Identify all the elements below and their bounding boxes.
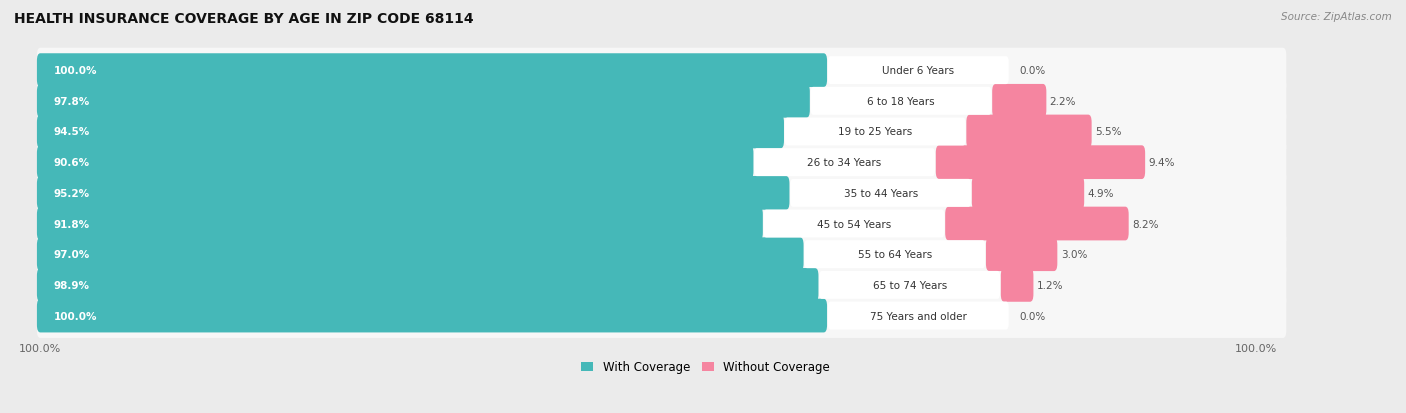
FancyBboxPatch shape (37, 146, 754, 180)
FancyBboxPatch shape (37, 54, 827, 88)
FancyBboxPatch shape (37, 238, 804, 271)
Text: 75 Years and older: 75 Years and older (870, 311, 967, 321)
Text: 95.2%: 95.2% (53, 188, 90, 198)
Text: 6 to 18 Years: 6 to 18 Years (868, 97, 935, 107)
Legend: With Coverage, Without Coverage: With Coverage, Without Coverage (581, 361, 830, 374)
FancyBboxPatch shape (37, 176, 790, 210)
FancyBboxPatch shape (810, 88, 991, 116)
FancyBboxPatch shape (37, 207, 763, 241)
FancyBboxPatch shape (945, 207, 1129, 241)
FancyBboxPatch shape (37, 140, 1286, 185)
FancyBboxPatch shape (37, 171, 1286, 216)
Text: 26 to 34 Years: 26 to 34 Years (807, 158, 882, 168)
Text: 9.4%: 9.4% (1149, 158, 1175, 168)
Text: 65 to 74 Years: 65 to 74 Years (873, 280, 946, 290)
Text: 91.8%: 91.8% (53, 219, 90, 229)
Text: 3.0%: 3.0% (1060, 249, 1087, 260)
FancyBboxPatch shape (763, 210, 945, 238)
Text: 5.5%: 5.5% (1095, 127, 1122, 137)
FancyBboxPatch shape (986, 238, 1057, 271)
FancyBboxPatch shape (936, 146, 1144, 180)
FancyBboxPatch shape (37, 299, 827, 332)
FancyBboxPatch shape (966, 115, 1091, 149)
Text: 97.8%: 97.8% (53, 97, 90, 107)
FancyBboxPatch shape (993, 85, 1046, 119)
Text: 55 to 64 Years: 55 to 64 Years (858, 249, 932, 260)
Text: 35 to 44 Years: 35 to 44 Years (844, 188, 918, 198)
FancyBboxPatch shape (37, 232, 1286, 277)
FancyBboxPatch shape (37, 115, 785, 149)
Text: 45 to 54 Years: 45 to 54 Years (817, 219, 891, 229)
Text: Under 6 Years: Under 6 Years (882, 66, 955, 76)
FancyBboxPatch shape (37, 79, 1286, 124)
Text: 100.0%: 100.0% (53, 311, 97, 321)
FancyBboxPatch shape (37, 294, 1286, 338)
FancyBboxPatch shape (37, 263, 1286, 308)
Text: 19 to 25 Years: 19 to 25 Years (838, 127, 912, 137)
Text: 0.0%: 0.0% (1019, 66, 1046, 76)
Text: 0.0%: 0.0% (1019, 311, 1046, 321)
Text: 2.2%: 2.2% (1050, 97, 1076, 107)
Text: 1.2%: 1.2% (1036, 280, 1063, 290)
FancyBboxPatch shape (972, 176, 1084, 210)
Text: 94.5%: 94.5% (53, 127, 90, 137)
Text: 90.6%: 90.6% (53, 158, 90, 168)
FancyBboxPatch shape (790, 180, 972, 207)
Text: 4.9%: 4.9% (1088, 188, 1114, 198)
FancyBboxPatch shape (1001, 268, 1033, 302)
FancyBboxPatch shape (37, 49, 1286, 93)
FancyBboxPatch shape (820, 271, 1000, 299)
FancyBboxPatch shape (754, 149, 935, 177)
Text: HEALTH INSURANCE COVERAGE BY AGE IN ZIP CODE 68114: HEALTH INSURANCE COVERAGE BY AGE IN ZIP … (14, 12, 474, 26)
FancyBboxPatch shape (785, 118, 966, 146)
FancyBboxPatch shape (828, 302, 1008, 330)
Text: 100.0%: 100.0% (53, 66, 97, 76)
FancyBboxPatch shape (37, 202, 1286, 246)
Text: Source: ZipAtlas.com: Source: ZipAtlas.com (1281, 12, 1392, 22)
FancyBboxPatch shape (37, 85, 810, 119)
Text: 98.9%: 98.9% (53, 280, 90, 290)
FancyBboxPatch shape (804, 241, 986, 268)
FancyBboxPatch shape (37, 268, 818, 302)
FancyBboxPatch shape (37, 110, 1286, 154)
Text: 97.0%: 97.0% (53, 249, 90, 260)
Text: 8.2%: 8.2% (1132, 219, 1159, 229)
FancyBboxPatch shape (828, 57, 1008, 85)
